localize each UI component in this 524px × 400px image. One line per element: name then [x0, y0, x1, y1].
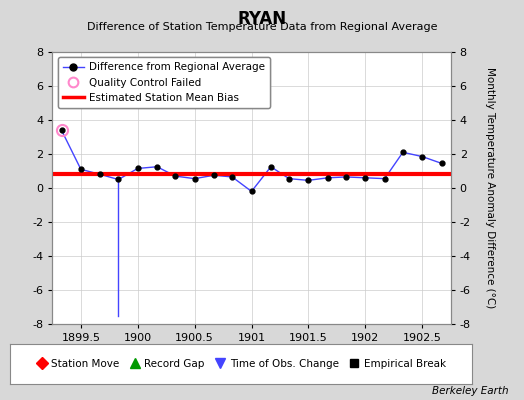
- Legend: Station Move, Record Gap, Time of Obs. Change, Empirical Break: Station Move, Record Gap, Time of Obs. C…: [33, 356, 449, 372]
- Y-axis label: Monthly Temperature Anomaly Difference (°C): Monthly Temperature Anomaly Difference (…: [485, 67, 495, 309]
- Legend: Difference from Regional Average, Quality Control Failed, Estimated Station Mean: Difference from Regional Average, Qualit…: [58, 57, 270, 108]
- Text: Berkeley Earth: Berkeley Earth: [432, 386, 508, 396]
- Text: RYAN: RYAN: [237, 10, 287, 28]
- Text: Difference of Station Temperature Data from Regional Average: Difference of Station Temperature Data f…: [87, 22, 437, 32]
